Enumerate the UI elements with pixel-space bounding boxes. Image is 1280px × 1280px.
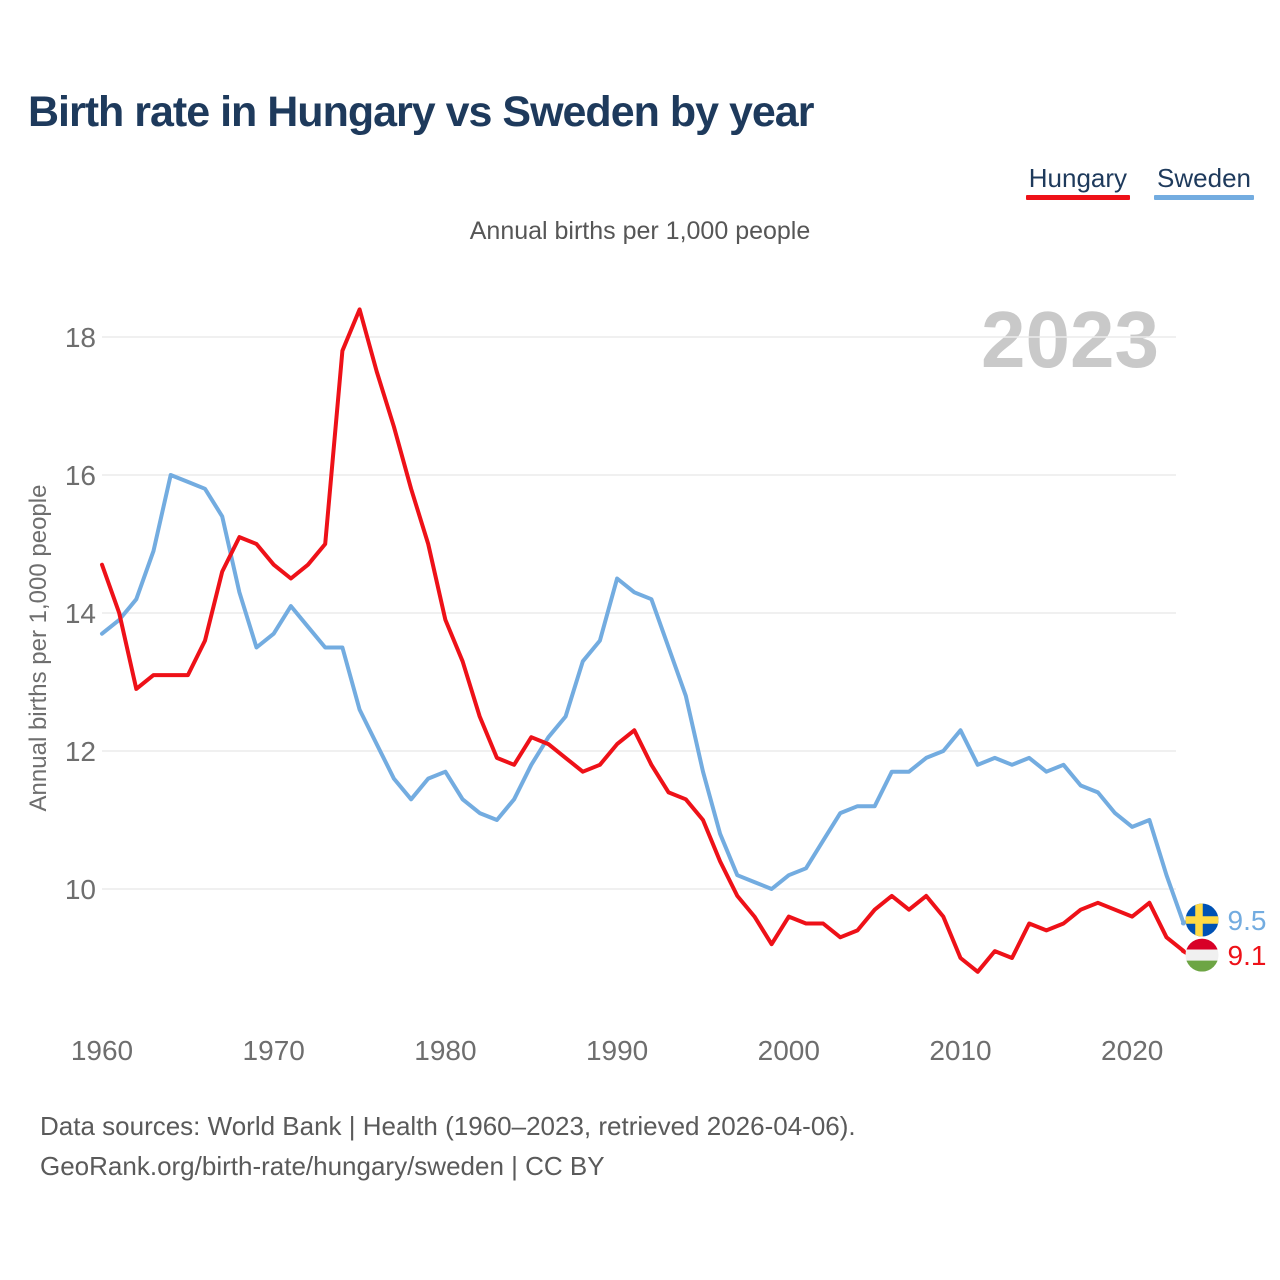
sweden-series-line [100,473,1186,926]
y-tick-label: 14 [65,598,96,629]
x-tick-label: 2000 [758,1035,820,1066]
footer-sources: Data sources: World Bank | Health (1960–… [40,1111,856,1141]
legend: Hungary Sweden [1025,163,1254,200]
x-tick-label: 2020 [1101,1035,1163,1066]
chart-subtitle: Annual births per 1,000 people [469,217,811,245]
footer: Data sources: World Bank | Health (1960–… [40,1106,856,1186]
legend-label-sweden: Sweden [1157,163,1251,193]
y-tick-label: 16 [65,460,96,491]
y-axis-label: Annual births per 1,000 people [25,485,52,812]
x-tick-label: 1990 [586,1035,648,1066]
legend-item-hungary[interactable]: Hungary [1025,163,1131,200]
x-tick-label: 1970 [243,1035,305,1066]
legend-swatch-sweden-icon [1154,195,1254,200]
hungary-flag-icon [1185,938,1219,972]
y-tick-label: 10 [65,874,96,905]
x-axis-ticks: 1960 1970 1980 1990 2000 2010 2020 [71,1035,1163,1066]
page-title: Birth rate in Hungary vs Sweden by year [28,88,814,136]
x-tick-label: 2010 [929,1035,991,1066]
y-tick-label: 18 [65,322,96,353]
y-axis-ticks: 18 16 14 12 10 [65,322,96,905]
gridlines [102,336,1176,890]
hungary-series-line [100,307,1186,974]
legend-item-sweden[interactable]: Sweden [1154,165,1254,200]
legend-swatch-hungary-icon [1025,195,1131,200]
legend-label-hungary: Hungary [1028,163,1128,193]
hungary-end-value-label: 9.1 [1228,940,1267,971]
footer-attribution: GeoRank.org/birth-rate/hungary/sweden | … [40,1151,605,1181]
watermark-year: 2023 [981,295,1159,384]
sweden-flag-icon [1185,903,1219,937]
x-tick-label: 1960 [71,1035,133,1066]
y-tick-label: 12 [65,736,96,767]
x-tick-label: 1980 [414,1035,476,1066]
sweden-end-value-label: 9.5 [1228,905,1267,936]
